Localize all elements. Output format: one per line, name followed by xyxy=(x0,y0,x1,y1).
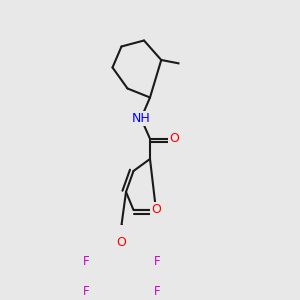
Circle shape xyxy=(136,114,146,123)
Text: F: F xyxy=(83,255,90,268)
Circle shape xyxy=(169,134,178,143)
Circle shape xyxy=(180,60,189,69)
Text: F: F xyxy=(153,255,160,268)
Text: F: F xyxy=(153,285,160,298)
Circle shape xyxy=(82,287,91,296)
Text: F: F xyxy=(83,285,90,298)
Text: O: O xyxy=(169,132,179,145)
Text: O: O xyxy=(117,236,126,249)
Circle shape xyxy=(152,206,160,214)
Circle shape xyxy=(117,238,126,247)
Text: O: O xyxy=(151,203,161,217)
Circle shape xyxy=(82,257,91,266)
Circle shape xyxy=(152,287,161,296)
Text: NH: NH xyxy=(132,112,150,125)
Circle shape xyxy=(152,257,161,266)
